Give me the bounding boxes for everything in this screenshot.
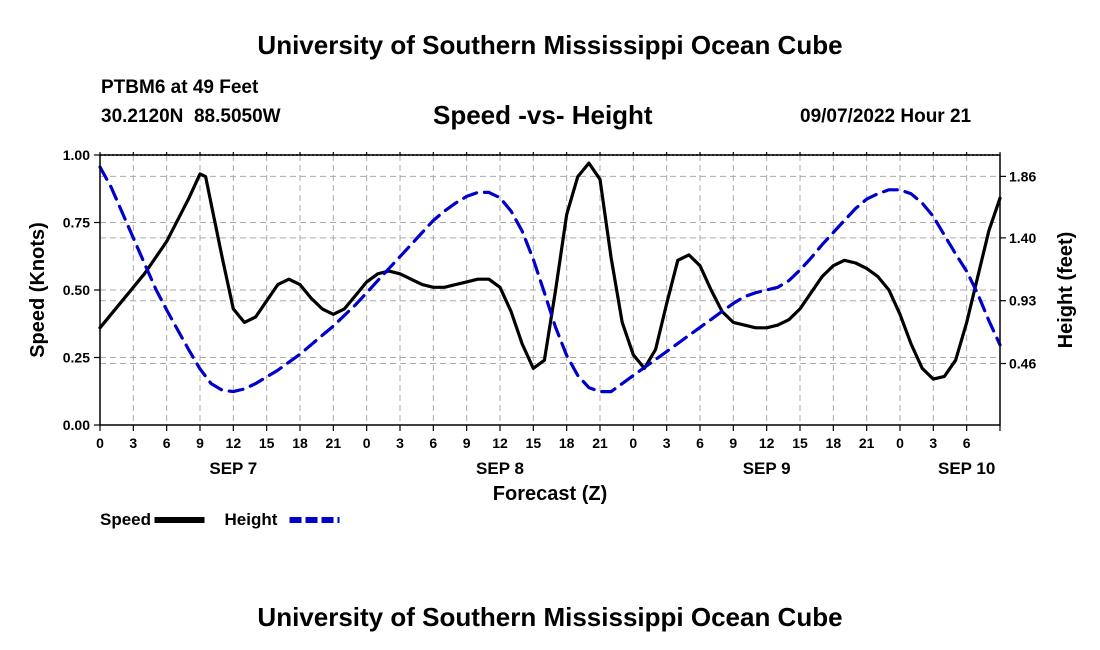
y-right-tick-label: 0.46 (1009, 356, 1036, 372)
grid-layer (100, 155, 1000, 425)
x-axis-title: Forecast (Z) (493, 483, 607, 505)
x-tick-label: 6 (429, 435, 437, 451)
x-tick-label: 9 (463, 435, 471, 451)
legend-label-speed: Speed (100, 510, 151, 529)
x-tick-label: 0 (363, 435, 371, 451)
axis-layer: 0 3 6 9 12 15 18 21 0 3 6 9 12 15 18 21 0 3 6 9 12 15 18 21 0 3 6 S… (63, 147, 1037, 478)
x-tick-label: 21 (326, 435, 342, 451)
x-tick-label: 3 (129, 435, 137, 451)
date-label: SEP 8 (476, 459, 524, 478)
series-line-height (98, 165, 1002, 394)
datetime-label: 09/07/2022 Hour 21 (800, 106, 972, 127)
page-title: University of Southern Mississippi Ocean… (257, 30, 843, 60)
footer-title: University of Southern Mississippi Ocean… (257, 602, 843, 632)
series-layer (98, 161, 1002, 394)
coordinates-label: 30.2120N 88.5050W (101, 106, 281, 127)
x-tick-label: 0 (629, 435, 637, 451)
x-tick-label: 12 (492, 435, 508, 451)
legend-label-height: Height (225, 510, 278, 529)
x-tick-label: 12 (226, 435, 242, 451)
x-tick-label: 6 (163, 435, 171, 451)
x-tick-label: 9 (196, 435, 204, 451)
x-tick-label: 6 (963, 435, 971, 451)
legend: Speed Height (100, 510, 340, 529)
date-label: SEP 10 (938, 459, 995, 478)
chart-title: Speed -vs- Height (433, 100, 653, 130)
x-tick-label: 0 (896, 435, 904, 451)
x-tick-label: 6 (696, 435, 704, 451)
x-tick-label: 12 (759, 435, 775, 451)
y-left-tick-label: 0.00 (63, 417, 90, 433)
y-axis-left-title: Speed (Knots) (27, 222, 49, 358)
y-right-tick-label: 1.40 (1009, 230, 1036, 246)
date-label: SEP 7 (209, 459, 257, 478)
y-left-tick-label: 0.50 (63, 282, 90, 298)
x-tick-label: 18 (292, 435, 308, 451)
x-tick-label: 18 (559, 435, 575, 451)
y-axis-right-title: Height (feet) (1055, 232, 1077, 349)
x-tick-label: 3 (663, 435, 671, 451)
series-line-speed (98, 161, 1002, 381)
x-tick-label: 3 (929, 435, 937, 451)
x-tick-label: 9 (729, 435, 737, 451)
x-tick-label: 3 (396, 435, 404, 451)
x-tick-label: 15 (792, 435, 808, 451)
x-tick-label: 0 (96, 435, 104, 451)
x-tick-label: 15 (259, 435, 275, 451)
date-label: SEP 9 (743, 459, 791, 478)
x-tick-label: 15 (526, 435, 542, 451)
x-tick-label: 21 (859, 435, 875, 451)
y-left-tick-label: 1.00 (63, 147, 90, 163)
y-left-tick-label: 0.75 (63, 215, 90, 231)
x-tick-label: 21 (592, 435, 608, 451)
station-label: PTBM6 at 49 Feet (101, 77, 259, 98)
y-left-tick-label: 0.25 (63, 350, 90, 366)
y-right-tick-label: 0.93 (1009, 293, 1036, 309)
x-tick-label: 18 (826, 435, 842, 451)
y-right-tick-label: 1.86 (1009, 168, 1036, 184)
